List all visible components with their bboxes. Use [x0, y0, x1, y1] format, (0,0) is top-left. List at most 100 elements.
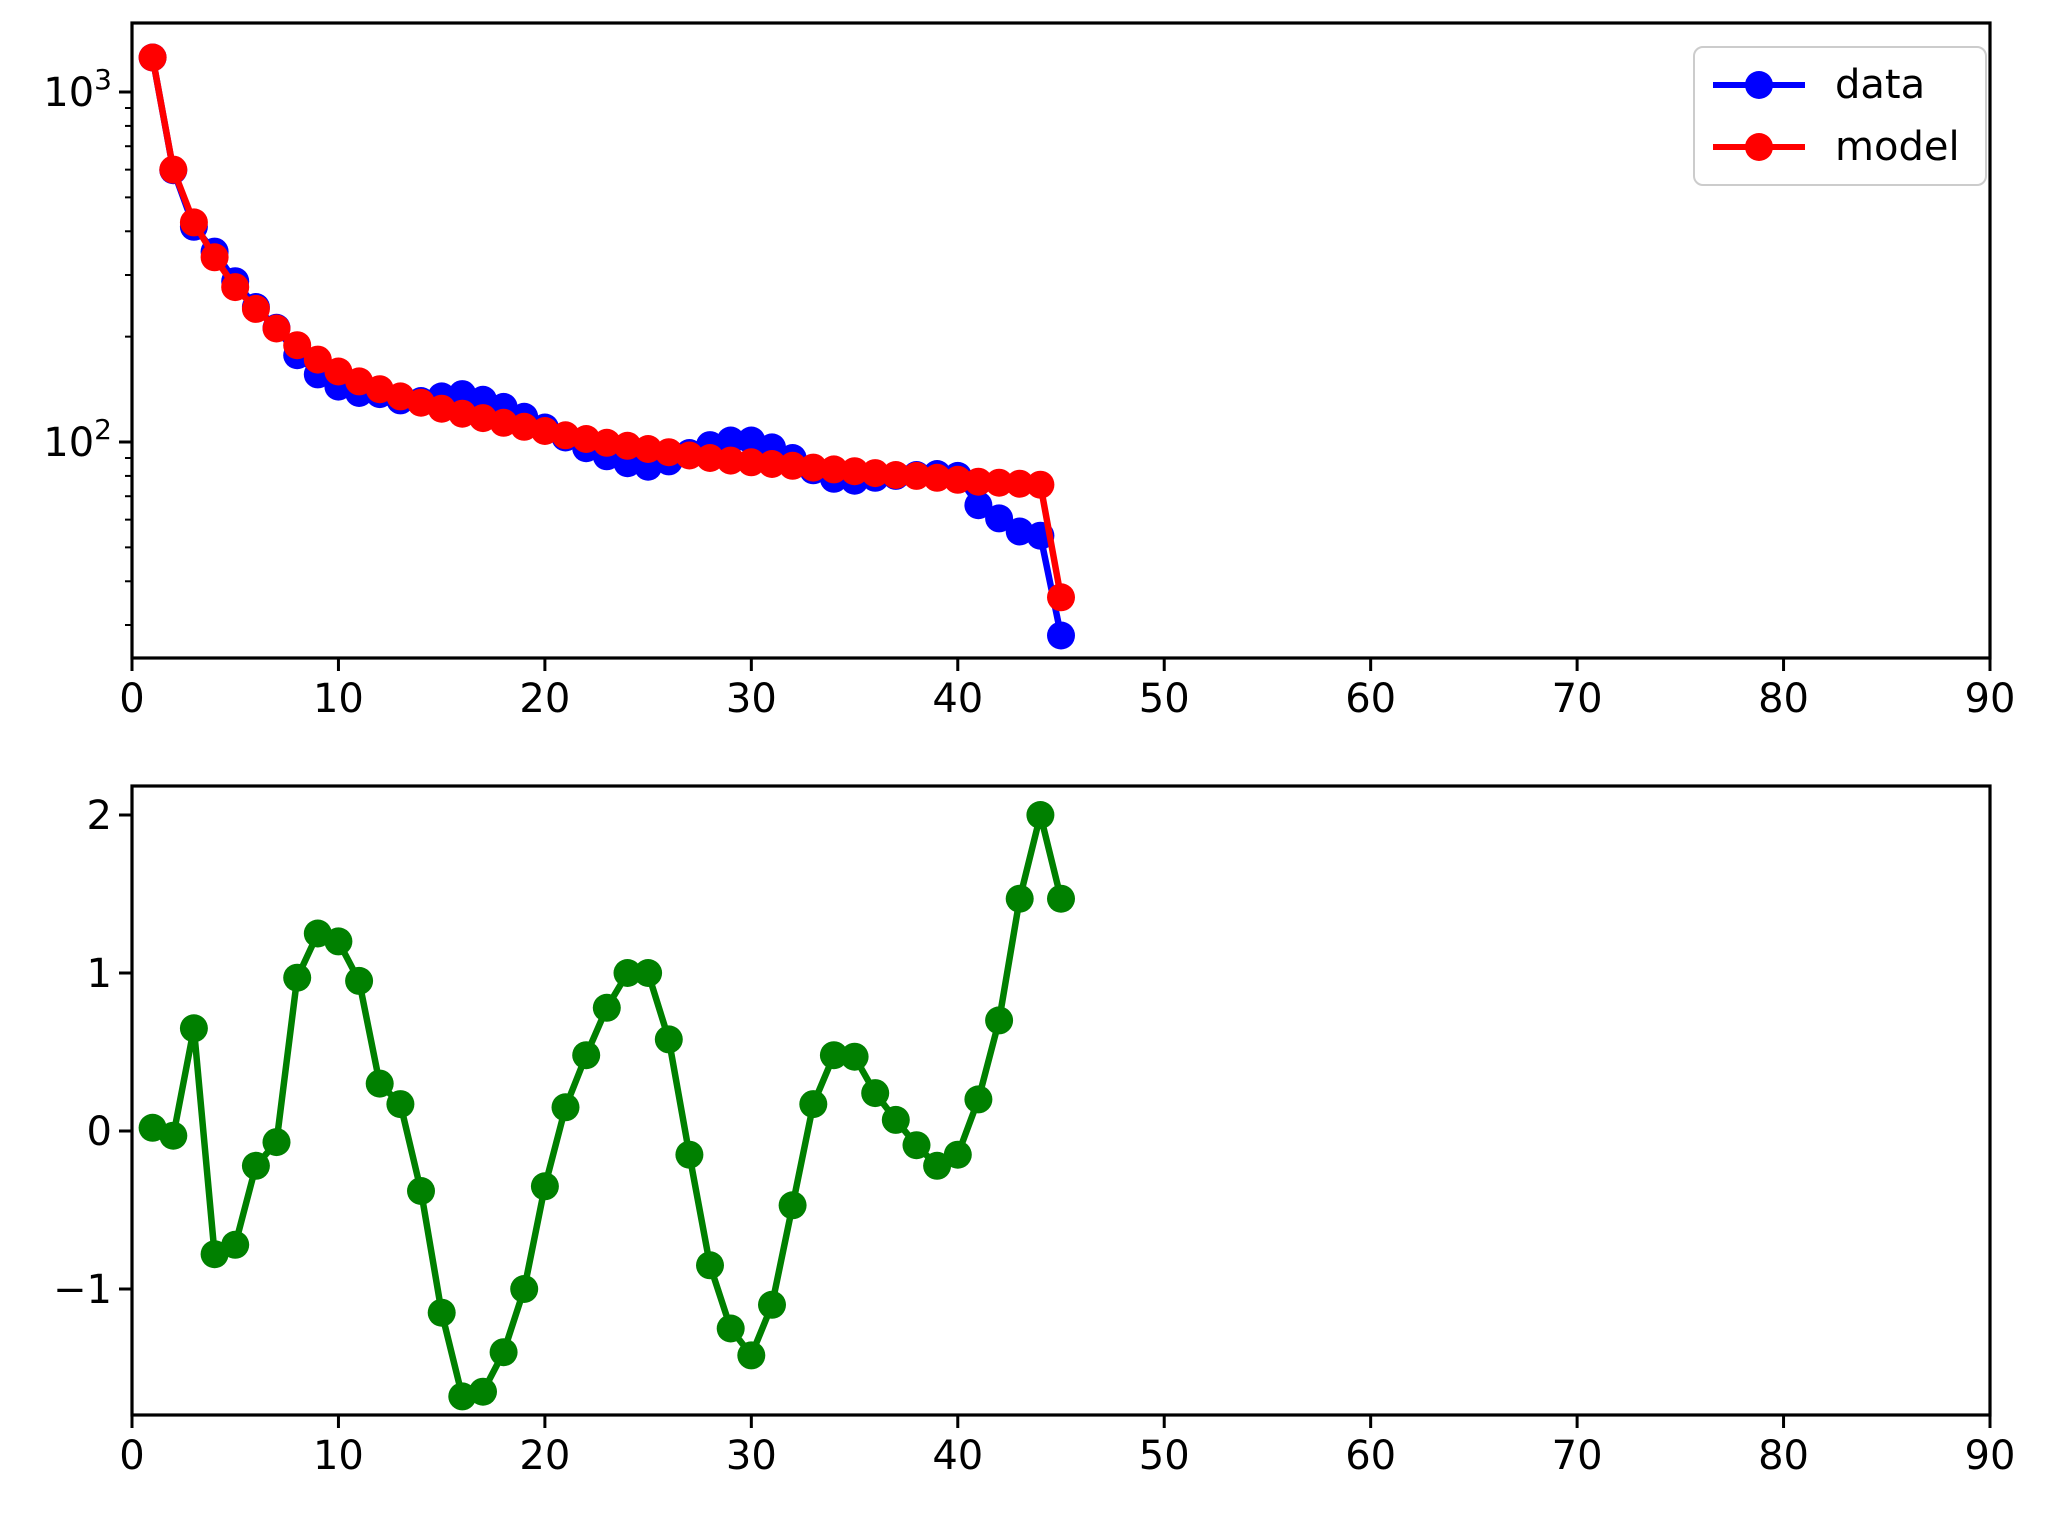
residual-series-marker [1005, 884, 1034, 913]
model-series-marker [985, 468, 1014, 497]
x-tick-label: 30 [726, 676, 777, 722]
x-tick-label: 80 [1758, 676, 1809, 722]
model-series-marker [283, 331, 312, 360]
residual-series-marker [654, 1025, 683, 1054]
x-tick-label: 90 [1965, 1433, 2016, 1479]
residual-series-marker [943, 1140, 972, 1169]
residual-series-marker [365, 1069, 394, 1098]
model-series-marker [262, 314, 291, 343]
residual-series-marker [696, 1251, 724, 1280]
model-series-marker [1005, 469, 1034, 498]
residual-series-line [151, 811, 1065, 1400]
data-series-marker [964, 491, 993, 520]
model-series-marker [613, 431, 642, 460]
residual-series-marker [324, 927, 353, 956]
x-tick-label: 70 [1552, 1433, 1603, 1479]
x-tick-label: 0 [119, 676, 144, 722]
x-tick-label: 20 [519, 676, 570, 722]
model-series-marker [881, 461, 910, 489]
model-series-marker [716, 446, 745, 475]
model-series-marker [758, 450, 786, 478]
residual-series-marker [592, 993, 621, 1022]
x-tick-label: 50 [1139, 1433, 1190, 1479]
model-series-marker [696, 444, 724, 472]
x-tick-label: 40 [932, 676, 983, 722]
residual-series-marker [179, 1014, 208, 1043]
residual-series-marker [241, 1151, 270, 1180]
model-series-marker [675, 441, 704, 470]
residual-series-marker [262, 1128, 291, 1157]
residual-series-marker [902, 1131, 931, 1160]
top-x-axis: 0 10 20 30 40 50 60 70 80 90 [119, 658, 2015, 722]
residual-series-marker [489, 1338, 518, 1367]
x-tick-label: 10 [313, 1433, 364, 1479]
residual-series-marker [758, 1290, 786, 1319]
x-tick-label: 60 [1345, 676, 1396, 722]
top-y-axis: 103 102 [43, 63, 132, 627]
residual-series-marker [613, 959, 642, 987]
residual-series-marker [1026, 801, 1055, 829]
model-series-marker [159, 155, 188, 184]
residual-series-marker [634, 959, 663, 987]
model-series-marker [923, 463, 952, 492]
legend-item-model: model [1713, 122, 1985, 172]
residual-series-marker [716, 1314, 745, 1343]
model-series-marker [221, 273, 250, 302]
model-series-marker [1026, 470, 1055, 499]
bottom-axes-frame [130, 784, 1992, 1417]
residual-series-marker [819, 1041, 848, 1070]
residual-series-marker [386, 1090, 415, 1119]
x-tick-label: 60 [1345, 1433, 1396, 1479]
model-series-marker [778, 451, 807, 480]
legend-label: model [1835, 124, 1960, 170]
residual-series-marker [427, 1298, 456, 1327]
legend-line-marker-icon [1713, 70, 1805, 100]
residual-series-marker [572, 1041, 601, 1070]
residual-series-marker [737, 1341, 766, 1370]
x-tick-label: 80 [1758, 1433, 1809, 1479]
model-series-marker [303, 345, 332, 374]
residual-series-marker [1047, 884, 1075, 913]
legend-box: data model [1693, 46, 1987, 186]
legend-item-data: data [1713, 60, 1985, 110]
residual-series-marker [469, 1377, 497, 1406]
model-series-marker [324, 357, 353, 386]
model-series-marker [737, 448, 766, 477]
residual-series-marker [964, 1085, 993, 1114]
model-series-marker [200, 243, 229, 272]
x-tick-label: 30 [726, 1433, 777, 1479]
model-series-marker [1047, 583, 1075, 612]
x-tick-label: 50 [1139, 676, 1190, 722]
data-series-marker [1047, 621, 1075, 650]
data-series [138, 43, 1075, 650]
residual-series-marker [675, 1140, 704, 1169]
data-series-marker [716, 426, 745, 455]
residual-series-marker [221, 1230, 250, 1259]
y-tick-label: 102 [43, 413, 112, 466]
x-tick-label: 10 [313, 676, 364, 722]
x-tick-label: 70 [1552, 676, 1603, 722]
residual-series-marker [881, 1105, 910, 1134]
model-series-marker [799, 453, 828, 482]
model-series-marker [654, 438, 683, 467]
y-tick-label: 2 [87, 793, 112, 839]
model-series-marker [861, 459, 890, 488]
y-tick-label: 1 [87, 951, 112, 997]
residual-series-marker [283, 963, 312, 992]
y-tick-label: 103 [43, 63, 112, 116]
x-tick-label: 90 [1965, 676, 2016, 722]
model-series [138, 43, 1075, 612]
model-series-marker [819, 455, 848, 484]
top-axes-frame [130, 21, 1992, 660]
residual-series-marker [840, 1042, 869, 1071]
bottom-y-axis: 2 1 0 −1 [53, 793, 132, 1313]
residual-series-marker [530, 1172, 559, 1201]
legend-label: data [1835, 62, 1926, 108]
residual-series-marker [159, 1121, 188, 1150]
bottom-x-axis: 0 10 20 30 40 50 60 70 80 90 [119, 1415, 2015, 1479]
model-series-marker [964, 467, 993, 496]
y-tick-label: −1 [53, 1267, 112, 1313]
model-series-marker [551, 421, 580, 450]
